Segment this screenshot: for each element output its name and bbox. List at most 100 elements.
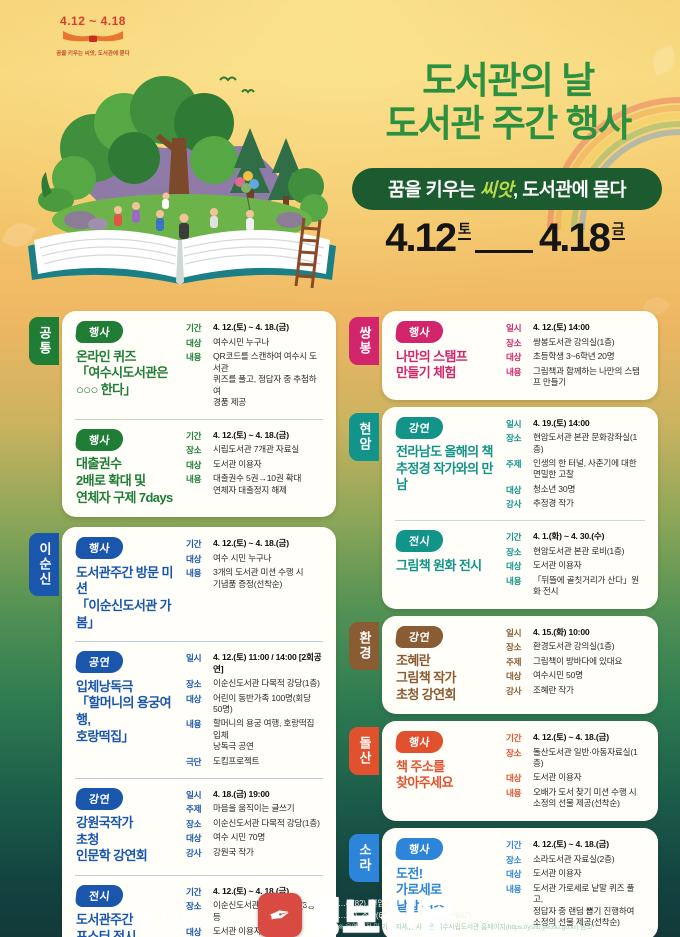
detail-value: 4. 12.(토) 14:00 — [533, 322, 590, 332]
detail-row: 대상 청소년 30명 — [506, 484, 644, 496]
detail-key: 대상 — [506, 352, 522, 362]
page-title-line2: 도서관 주간 행사 — [385, 102, 632, 144]
detail-value: 현암도서관 본관 문화강좌실(1층) — [533, 432, 638, 454]
detail-row: 장소 쌍봉도서관 강의실(1층) — [506, 337, 644, 349]
whale-icon — [116, 905, 152, 926]
detail-value: 추정경 작가 — [533, 498, 574, 509]
detail-row: 기간 4. 1.(화) ~ 4. 30.(수) — [506, 531, 644, 543]
event-details: 일시 4. 15.(화) 10:00 장소 환경도서관 강의실(1층) 주제 그림책이 방… — [506, 626, 644, 703]
event-details: 기간 4. 12.(토) ~ 4. 18.(금) 장소 소라도서관 자료실(2층) 대상… — [506, 838, 644, 929]
detail-value: 여수 시민 70명 — [213, 832, 266, 842]
corner-dates: 4.12 ~ 4.18 — [60, 14, 126, 28]
slogan-highlight: 씨앗 — [479, 179, 514, 200]
detail-row: 내용 3개의 도서관 미션 수행 시 기념품 증정(선착순) — [186, 567, 322, 590]
detail-row: 주제 마음을 움직이는 글쓰기 — [186, 803, 322, 815]
detail-key: 극단 — [186, 756, 202, 767]
event-card-left: 공연 입체낭독극 「할머니의 용궁여행, 호랑떡집」 — [74, 651, 178, 767]
detail-key: 일시 — [186, 789, 202, 800]
event-title: 도서관주간 방문 미션 「이순신도서관 가봄」 — [76, 564, 174, 630]
branch-tab: 돌산 — [349, 727, 379, 776]
detail-key: 대상 — [506, 773, 522, 784]
event-group: 공통 행사 온라인 퀴즈 「여수시도서관은 ○○○ 한다」 기간 4. 12.(토) ~… — [29, 311, 336, 518]
detail-key: 장소 — [506, 433, 522, 444]
detail-key: 대상 — [186, 927, 202, 937]
detail-value: 어린이 동반가족 100명(회당 50명) — [213, 692, 311, 715]
detail-key: 내용 — [186, 474, 202, 485]
event-card: 강연 조혜란 그림책 작가 초청 강연회 일시 4. 15.(화) 10:00 장소 환경… — [394, 617, 645, 713]
detail-value: 그림책이 방바다에 있대요 — [533, 655, 623, 666]
event-title: 나만의 스탬프 만들기 체험 — [396, 348, 468, 381]
detail-row: 장소 소라도서관 자료실(2층) — [506, 854, 644, 866]
detail-row: 주제 인생의 한 터널, 사춘기에 대한 면밀한 고찰 — [506, 458, 644, 481]
event-title: 대출권수 2배로 확대 및 연체자 구제 7days — [76, 456, 173, 505]
contact-line2: …25), 소라(659-4838), 율촌(659-4847) — [338, 911, 471, 920]
event-badge: 강연 — [394, 625, 445, 648]
detail-row: 대상 어린이 동반가족 100명(회당 50명) — [186, 693, 322, 716]
event-card-left: 강연 전라남도 올해의 책 추정경 작가와의 만남 — [394, 416, 498, 510]
detail-value: 조혜란 작가 — [533, 684, 574, 695]
detail-row: 장소 돌산도서관 일반·아동자료실(1층) — [506, 747, 644, 770]
event-details: 일시 4. 19.(토) 14:00 장소 현암도서관 본관 문화강좌실(1층) 주제 인… — [506, 417, 644, 510]
detail-key: 장소 — [186, 901, 202, 912]
detail-value: 4. 12.(토) ~ 4. 18.(금) — [213, 885, 289, 896]
detail-key: 강사 — [186, 847, 202, 858]
detail-key: 장소 — [506, 642, 522, 653]
detail-key: 대상 — [186, 337, 202, 348]
event-title: 도서관주간 포스터 전시 — [76, 912, 136, 937]
event-group-body: 강연 조혜란 그림책 작가 초청 강연회 일시 4. 15.(화) 10:00 장소 환경… — [394, 617, 645, 713]
detail-key: 기간 — [506, 532, 522, 543]
detail-row: 내용 대출권수 5권→10권 확대 연체자 대출정지 해제 — [186, 473, 322, 496]
detail-value: 청소년 30명 — [533, 483, 576, 494]
detail-row: 기간 4. 12.(토) ~ 4. 18.(금) — [186, 430, 322, 442]
column-left: 공통 행사 온라인 퀴즈 「여수시도서관은 ○○○ 한다」 기간 4. 12.(토) ~… — [29, 311, 336, 937]
detail-value: 도서관 이용자 — [213, 458, 262, 469]
detail-key: 장소 — [506, 337, 522, 348]
detail-key: 일시 — [506, 323, 522, 333]
detail-value: 현암도서관 본관 로비(1층) — [533, 545, 625, 556]
detail-key: 내용 — [506, 883, 522, 894]
detail-value: 4. 12.(토) ~ 4. 18.(금) — [533, 839, 609, 849]
detail-key: 장소 — [506, 747, 522, 758]
detail-row: 일시 4. 19.(토) 14:00 — [506, 418, 644, 430]
detail-key: 내용 — [506, 575, 522, 586]
quill-pen-icon: ✒ — [258, 893, 302, 937]
event-group: 돌산 행사 책 주소를 찾아주세요 기간 4. 12.(토) ~ 4. 18.(금) 장소… — [349, 721, 658, 821]
detail-value: 4. 18.(금) 19:00 — [213, 788, 270, 799]
detail-value: 4. 12.(토) ~ 4. 18.(금) — [213, 322, 289, 332]
event-group-body: 행사 온라인 퀴즈 「여수시도서관은 ○○○ 한다」 기간 4. 12.(토) ~ 4… — [74, 312, 323, 516]
watermark-text: 정보신문 — [304, 896, 457, 937]
branch-tab: 이순신 — [29, 533, 59, 597]
event-group: 환경 강연 조혜란 그림책 작가 초청 강연회 일시 4. 15.(화) 10:00 장소… — [349, 615, 658, 715]
detail-row: 대상 도서관 이용자 — [506, 868, 644, 880]
event-card-left: 강연 조혜란 그림책 작가 초청 강연회 — [394, 625, 498, 703]
detail-row: 대상 도서관 이용자 — [506, 560, 644, 572]
event-badge: 전시 — [394, 530, 445, 552]
start-date: 4.12 — [385, 216, 457, 260]
detail-value: 도서관 이용자 — [533, 772, 582, 783]
event-group: 이순신 행사 도서관주간 방문 미션 「이순신도서관 가봄」 기간 4. 12.(토) … — [29, 527, 336, 937]
event-badge: 행사 — [74, 321, 125, 343]
detail-value: 4. 12.(토) ~ 4. 18.(금) — [213, 538, 289, 549]
event-card-left: 행사 대출권수 2배로 확대 및 연체자 구제 7days — [74, 428, 178, 506]
detail-row: 강사 강원국 작가 — [186, 847, 322, 859]
detail-value: 쌍봉도서관 강의실(1층) — [533, 336, 615, 347]
detail-key: 기간 — [186, 886, 202, 897]
detail-value: 4. 12.(토) ~ 4. 18.(금) — [213, 429, 289, 440]
event-card: 전시 도서관주간 포스터 전시 기간 4. 12.(토) ~ 4. 18.(금) 장소 이… — [74, 874, 323, 937]
detail-value: 4. 19.(토) 14:00 — [533, 417, 590, 428]
event-card: 강연 전라남도 올해의 책 추정경 작가와의 만남 일시 4. 19.(토) 14:0… — [394, 408, 645, 520]
detail-row: 내용 그림책과 함께하는 나만의 스탬프 만들기 — [506, 366, 644, 389]
event-card: 전시 그림책 원화 전시 기간 4. 1.(화) ~ 4. 30.(수) 장소 현암도서관… — [394, 520, 645, 608]
event-details: 기간 4. 12.(토) ~ 4. 18.(금) 장소 시립도서관 7개관 자료실 대상… — [186, 429, 322, 506]
detail-row: 일시 4. 12.(토) 14:00 — [506, 322, 644, 334]
detail-key: 내용 — [186, 568, 202, 579]
detail-key: 대상 — [186, 553, 202, 564]
event-badge: 행사 — [394, 321, 445, 343]
event-card-left: 행사 책 주소를 찾아주세요 — [394, 731, 498, 810]
event-title: 책 주소를 찾아주세요 — [396, 758, 453, 791]
event-group-body: 행사 책 주소를 찾아주세요 기간 4. 12.(토) ~ 4. 18.(금) 장소 돌산… — [394, 722, 645, 820]
event-details: 일시 4. 18.(금) 19:00 주제 마음을 움직이는 글쓰기 장소 이순신도서관 … — [186, 788, 322, 865]
detail-key: 일시 — [186, 653, 202, 664]
detail-row: 장소 현암도서관 본관 로비(1층) — [506, 546, 644, 558]
